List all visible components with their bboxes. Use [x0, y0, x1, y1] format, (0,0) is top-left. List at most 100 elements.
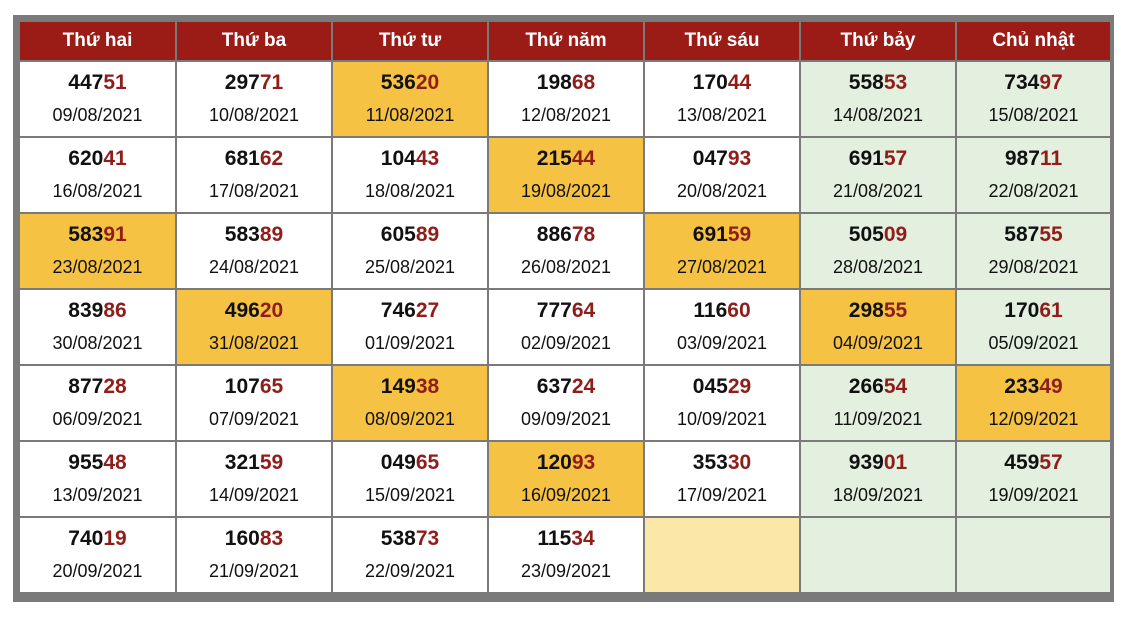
result-date: 24/08/2021: [208, 257, 300, 277]
result-date: 19/09/2021: [988, 485, 1079, 505]
day-cell: 45957 19/09/2021: [957, 442, 1110, 516]
result-last-two-digits: 57: [883, 147, 908, 170]
day-cell: 55853 14/08/2021: [801, 62, 955, 136]
header-saturday: Thứ bảy: [801, 22, 955, 60]
result-date: 08/09/2021: [364, 409, 456, 429]
result-leading-digits: 047: [692, 147, 728, 170]
day-cell: 69159 27/08/2021: [645, 214, 799, 288]
result-leading-digits: 198: [536, 71, 572, 94]
day-cell: 50509 28/08/2021: [801, 214, 955, 288]
result-leading-digits: 691: [848, 147, 884, 170]
day-cell: 12093 16/09/2021: [489, 442, 643, 516]
result-last-two-digits: 86: [103, 299, 127, 322]
result-leading-digits: 587: [1004, 223, 1040, 246]
result-number: 73497: [957, 70, 1110, 96]
result-date: 27/08/2021: [676, 257, 768, 277]
day-cell: [645, 518, 799, 592]
result-leading-digits: 839: [68, 299, 104, 322]
result-number: 29771: [177, 70, 331, 96]
day-cell: 74627 01/09/2021: [333, 290, 487, 364]
result-date: 04/09/2021: [832, 333, 924, 353]
result-date: 15/08/2021: [988, 105, 1079, 125]
result-date: 23/09/2021: [520, 561, 612, 581]
result-leading-digits: 459: [1004, 451, 1040, 474]
result-date: 18/09/2021: [832, 485, 924, 505]
result-number: 98711: [957, 146, 1110, 172]
result-leading-digits: 583: [224, 223, 260, 246]
result-leading-digits: 149: [380, 375, 416, 398]
result-date: 10/09/2021: [676, 409, 768, 429]
result-last-two-digits: 93: [571, 451, 596, 474]
result-leading-digits: 505: [848, 223, 884, 246]
day-cell: 26654 11/09/2021: [801, 366, 955, 440]
result-last-two-digits: 55: [883, 299, 908, 322]
result-last-two-digits: 24: [571, 375, 596, 398]
result-leading-digits: 538: [380, 527, 416, 550]
result-last-two-digits: 30: [727, 451, 752, 474]
result-date: 11/09/2021: [833, 409, 923, 429]
result-date: 06/09/2021: [52, 409, 143, 429]
result-number: 49620: [177, 298, 331, 324]
result-date: 12/08/2021: [520, 105, 612, 125]
result-date: 10/08/2021: [208, 105, 300, 125]
result-last-two-digits: 60: [727, 299, 751, 322]
result-number: 29855: [801, 298, 955, 324]
result-date: 31/08/2021: [208, 333, 300, 353]
day-cell: 63724 09/09/2021: [489, 366, 643, 440]
result-number: 58389: [177, 222, 331, 248]
result-date: 17/09/2021: [676, 485, 768, 505]
day-cell: 11534 23/09/2021: [489, 518, 643, 592]
result-leading-digits: 637: [536, 375, 572, 398]
result-date: 22/08/2021: [988, 181, 1079, 201]
result-last-two-digits: 01: [883, 451, 908, 474]
header-thursday: Thứ năm: [489, 22, 643, 60]
result-date: 13/08/2021: [676, 105, 768, 125]
result-last-two-digits: 89: [259, 223, 284, 246]
result-leading-digits: 045: [692, 375, 728, 398]
result-number: 88678: [489, 222, 643, 248]
result-leading-digits: 297: [224, 71, 260, 94]
day-cell: 77764 02/09/2021: [489, 290, 643, 364]
result-date: 12/09/2021: [988, 409, 1079, 429]
result-number: 95548: [20, 450, 175, 476]
result-leading-digits: 447: [68, 71, 104, 94]
result-last-two-digits: 34: [571, 527, 595, 550]
result-number: 17061: [957, 298, 1110, 324]
results-table-frame: Thứ hai Thứ ba Thứ tư Thứ năm Thứ sáu Th…: [13, 15, 1114, 602]
result-last-two-digits: 62: [259, 147, 284, 170]
result-date: 03/09/2021: [676, 333, 768, 353]
result-leading-digits: 605: [380, 223, 416, 246]
result-leading-digits: 877: [68, 375, 104, 398]
result-number: 11660: [645, 298, 799, 324]
result-number: 53873: [333, 526, 487, 552]
result-leading-digits: 681: [224, 147, 260, 170]
result-number: 04793: [645, 146, 799, 172]
result-leading-digits: 886: [536, 223, 572, 246]
result-leading-digits: 107: [224, 375, 260, 398]
result-date: 18/08/2021: [364, 181, 456, 201]
result-number: 11534: [489, 526, 643, 552]
week-row: 74019 20/09/2021 16083 21/09/2021 53873 22/09…: [20, 518, 1110, 592]
result-date: 19/08/2021: [520, 181, 612, 201]
result-number: 16083: [177, 526, 331, 552]
result-leading-digits: 120: [536, 451, 572, 474]
result-leading-digits: 777: [536, 299, 572, 322]
week-row: 62041 16/08/2021 68162 17/08/2021 10443 18/08…: [20, 138, 1110, 212]
day-cell: 10765 07/09/2021: [177, 366, 331, 440]
day-cell: 53873 22/09/2021: [333, 518, 487, 592]
result-date: 20/08/2021: [676, 181, 768, 201]
result-date: 22/09/2021: [364, 561, 456, 581]
result-number: 35330: [645, 450, 799, 476]
result-last-two-digits: 53: [883, 71, 908, 94]
day-cell: 23349 12/09/2021: [957, 366, 1110, 440]
result-last-two-digits: 71: [259, 71, 284, 94]
result-date: 07/09/2021: [208, 409, 300, 429]
result-last-two-digits: 64: [571, 299, 596, 322]
result-date: 17/08/2021: [208, 181, 300, 201]
result-number: 63724: [489, 374, 643, 400]
result-leading-digits: 170: [692, 71, 728, 94]
result-date: 09/09/2021: [520, 409, 612, 429]
result-last-two-digits: 59: [727, 223, 752, 246]
result-last-two-digits: 49: [1039, 375, 1063, 398]
result-date: 09/08/2021: [52, 105, 143, 125]
